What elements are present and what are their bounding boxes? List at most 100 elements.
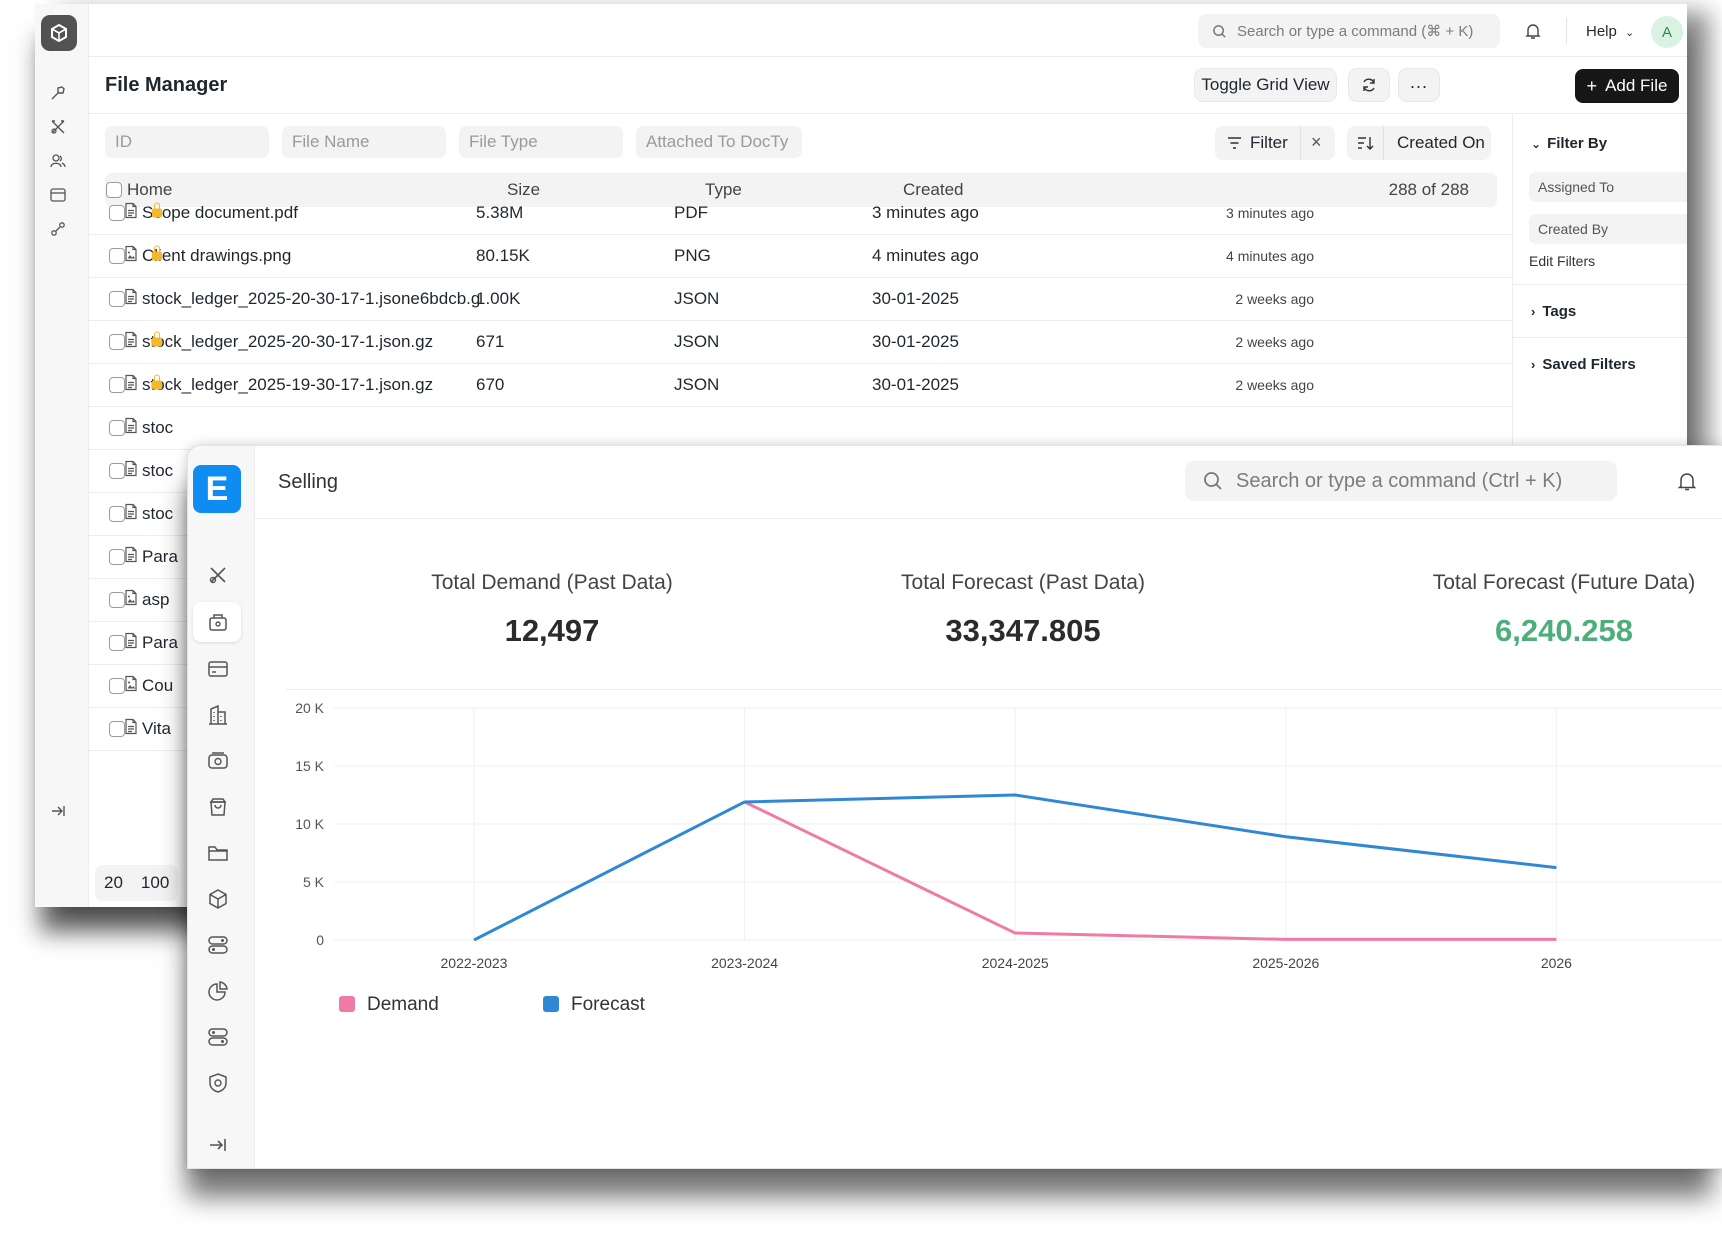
row-checkbox[interactable] bbox=[109, 505, 125, 522]
expand-sidebar-icon[interactable] bbox=[49, 802, 67, 820]
cash-register-icon[interactable] bbox=[207, 611, 229, 633]
page-length-100[interactable]: 100 bbox=[140, 873, 170, 892]
file-type: JSON bbox=[674, 288, 720, 308]
row-checkbox[interactable] bbox=[109, 333, 125, 350]
row-checkbox[interactable] bbox=[109, 204, 125, 221]
assigned-to-select[interactable]: Assigned To▴▾ bbox=[1529, 172, 1687, 202]
pie-chart-icon[interactable] bbox=[207, 980, 229, 1002]
column-header-type[interactable]: Type bbox=[705, 180, 742, 199]
file-name-filter-input[interactable]: File Name bbox=[282, 126, 446, 158]
legend-swatch-forecast bbox=[543, 996, 559, 1012]
lock-icon bbox=[152, 331, 162, 346]
filter-button[interactable]: Filter × bbox=[1215, 126, 1335, 160]
card-label: Total Demand (Past Data) bbox=[431, 571, 673, 594]
payment-icon[interactable] bbox=[207, 750, 229, 772]
column-header-created[interactable]: Created bbox=[903, 180, 964, 199]
file-icon bbox=[124, 417, 138, 438]
x-tick-label: 2023-2024 bbox=[711, 955, 778, 971]
sort-button[interactable]: Created On bbox=[1347, 126, 1491, 160]
file-type: JSON bbox=[674, 331, 720, 351]
row-checkbox[interactable] bbox=[109, 591, 125, 608]
page-title: File Manager bbox=[105, 74, 228, 96]
row-checkbox[interactable] bbox=[109, 634, 125, 651]
chevron-right-icon: › bbox=[1531, 357, 1536, 372]
column-header-size[interactable]: Size bbox=[507, 180, 541, 199]
expand-sidebar-icon[interactable] bbox=[207, 1134, 229, 1156]
total-demand-card: Total Demand (Past Data) 12,497 bbox=[418, 571, 686, 649]
toggle-grid-view-button[interactable]: Toggle Grid View bbox=[1195, 69, 1336, 101]
page-length-20[interactable]: 20 bbox=[104, 873, 123, 892]
table-row[interactable]: stock_ledger_2025-20-30-17-1.jsone6bdcb.… bbox=[88, 277, 1512, 321]
shield-icon[interactable] bbox=[207, 1072, 229, 1094]
tools-icon[interactable] bbox=[49, 118, 67, 136]
toggles-icon[interactable] bbox=[207, 1026, 229, 1048]
refresh-button[interactable] bbox=[1349, 69, 1389, 101]
hammer-icon[interactable] bbox=[49, 84, 67, 102]
file-size: 1.00K bbox=[476, 288, 521, 308]
file-name-text: Scope document.pdf bbox=[142, 202, 298, 222]
page-title: Selling bbox=[278, 471, 339, 493]
total-forecast-future-card: Total Forecast (Future Data) 6,240.258 bbox=[1414, 571, 1714, 649]
folder-icon[interactable] bbox=[207, 842, 229, 864]
table-row[interactable]: stoc bbox=[88, 406, 1512, 450]
select-all-checkbox[interactable] bbox=[106, 182, 122, 198]
row-checkbox[interactable] bbox=[109, 290, 125, 307]
user-avatar[interactable]: A bbox=[1651, 16, 1683, 48]
card-label: Total Forecast (Future Data) bbox=[1432, 571, 1696, 594]
saved-filters-toggle[interactable]: › Saved Filters bbox=[1531, 356, 1636, 373]
row-checkbox[interactable] bbox=[109, 720, 125, 737]
toggles-icon[interactable] bbox=[207, 934, 229, 956]
tags-label: Tags bbox=[1542, 303, 1577, 320]
row-checkbox[interactable] bbox=[109, 677, 125, 694]
tags-toggle[interactable]: › Tags bbox=[1531, 303, 1576, 320]
divider bbox=[1513, 337, 1687, 338]
search-icon bbox=[1204, 472, 1222, 490]
row-checkbox[interactable] bbox=[109, 376, 125, 393]
integration-icon[interactable] bbox=[49, 220, 67, 238]
table-row[interactable]: stock_ledger_2025-19-30-17-1.json.gz 670 J… bbox=[88, 363, 1512, 407]
image-icon bbox=[124, 589, 138, 610]
notification-bell-icon[interactable] bbox=[1524, 22, 1542, 40]
app-logo-icon[interactable] bbox=[41, 15, 77, 51]
package-icon[interactable] bbox=[207, 888, 229, 910]
clear-filter-icon[interactable]: × bbox=[1311, 132, 1322, 152]
row-checkbox[interactable] bbox=[109, 462, 125, 479]
divider bbox=[1383, 126, 1384, 160]
table-row[interactable]: Scope document.pdf 5.38M PDF 3 minutes ago 3… bbox=[88, 191, 1512, 235]
attached-to-filter-input[interactable]: Attached To DocTy bbox=[636, 126, 802, 158]
table-row[interactable]: Client drawings.png 80.15K PNG 4 minutes ag… bbox=[88, 234, 1512, 278]
created-by-label: Created By bbox=[1538, 221, 1609, 237]
card-icon[interactable] bbox=[207, 658, 229, 680]
command-search-input[interactable]: Search or type a command (Ctrl + K) bbox=[1185, 461, 1617, 501]
legend-swatch-demand bbox=[339, 996, 355, 1012]
tools-icon[interactable] bbox=[207, 564, 229, 586]
file-modified: 2 weeks ago bbox=[1235, 376, 1314, 393]
row-checkbox[interactable] bbox=[109, 419, 125, 436]
row-checkbox[interactable] bbox=[109, 548, 125, 565]
column-header-name[interactable]: Home bbox=[127, 180, 173, 199]
help-menu[interactable]: Help ⌄ bbox=[1586, 23, 1634, 40]
file-created: 30-01-2025 bbox=[872, 288, 959, 308]
y-tick-label: 10 K bbox=[295, 816, 324, 832]
file-icon bbox=[124, 374, 138, 395]
shopping-bag-icon[interactable] bbox=[207, 796, 229, 818]
window-icon[interactable] bbox=[49, 186, 67, 204]
add-file-button[interactable]: + Add File bbox=[1575, 69, 1679, 103]
file-size: 671 bbox=[476, 331, 505, 351]
notification-bell-icon[interactable] bbox=[1676, 470, 1698, 492]
erpnext-logo[interactable]: E bbox=[193, 465, 241, 513]
sort-order-icon[interactable] bbox=[1357, 135, 1375, 151]
created-by-select[interactable]: Created By▴▾ bbox=[1529, 214, 1687, 244]
command-search-input[interactable]: Search or type a command (⌘ + K) bbox=[1198, 14, 1500, 48]
table-row[interactable]: stock_ledger_2025-20-30-17-1.json.gz 671 J… bbox=[88, 320, 1512, 364]
more-options-button[interactable]: ... bbox=[1399, 69, 1439, 101]
users-icon[interactable] bbox=[49, 152, 67, 170]
row-checkbox[interactable] bbox=[109, 247, 125, 264]
file-name-text: Vita bbox=[142, 718, 171, 738]
building-icon[interactable] bbox=[207, 704, 229, 726]
filter-by-toggle[interactable]: ⌄ Filter By bbox=[1531, 135, 1607, 152]
edit-filters-link[interactable]: Edit Filters bbox=[1529, 253, 1596, 269]
series-line-forecast bbox=[473, 793, 1557, 942]
id-filter-input[interactable]: ID bbox=[105, 126, 269, 158]
file-type-filter-input[interactable]: File Type bbox=[459, 126, 623, 158]
